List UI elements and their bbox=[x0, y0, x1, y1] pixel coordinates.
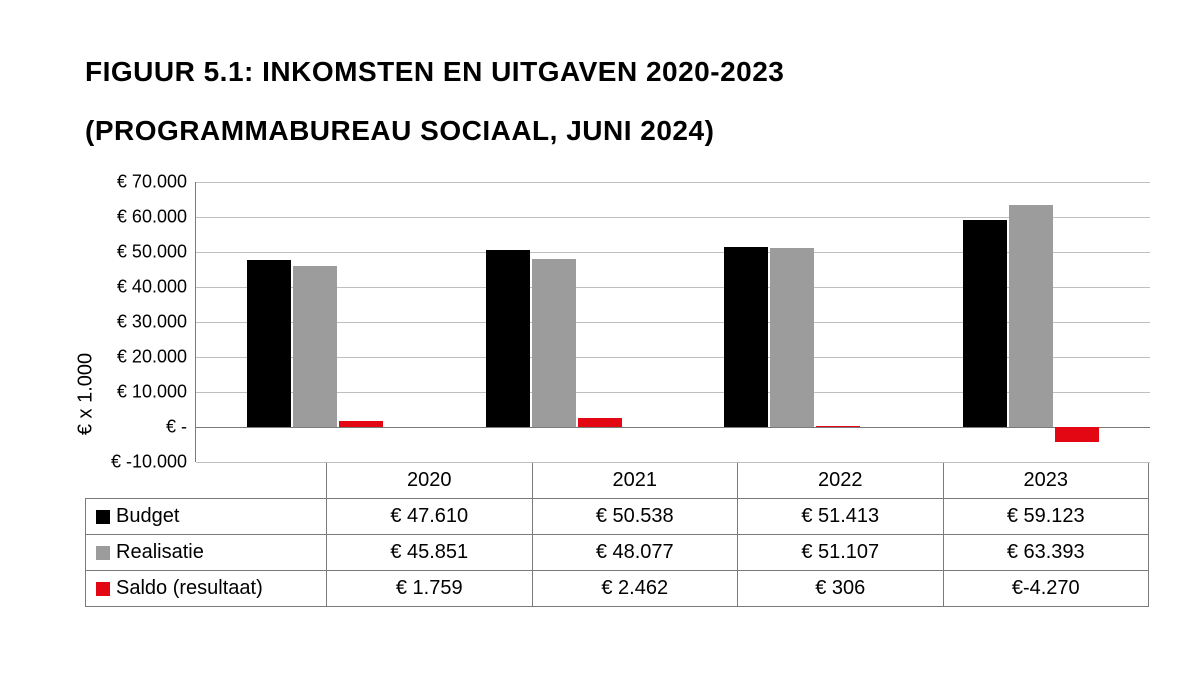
y-tick-label: € 70.000 bbox=[117, 171, 187, 192]
table-cell: € 45.851 bbox=[327, 534, 533, 570]
zero-baseline bbox=[196, 427, 1150, 429]
table-year-header: 2023 bbox=[943, 462, 1149, 498]
y-tick-label: € - bbox=[166, 416, 187, 437]
bar-realisatie bbox=[1009, 205, 1053, 427]
gridline bbox=[196, 462, 1150, 463]
bar-budget bbox=[486, 250, 530, 427]
bar-realisatie bbox=[532, 259, 576, 427]
bar-saldo-resultaat- bbox=[339, 421, 383, 427]
y-tick-label: € 50.000 bbox=[117, 241, 187, 262]
bar-saldo-resultaat- bbox=[578, 418, 622, 427]
data-table: 2020202120222023Budget€ 47.610€ 50.538€ … bbox=[85, 462, 1149, 607]
legend-swatch bbox=[96, 510, 110, 524]
legend-swatch bbox=[96, 582, 110, 596]
y-tick-label: € 20.000 bbox=[117, 346, 187, 367]
bar-saldo-resultaat- bbox=[816, 426, 860, 427]
bar-realisatie bbox=[293, 266, 337, 426]
bar-budget bbox=[247, 260, 291, 427]
bar-budget bbox=[963, 220, 1007, 427]
gridline bbox=[196, 287, 1150, 288]
y-tick-label: € 60.000 bbox=[117, 206, 187, 227]
table-series-label: Budget bbox=[86, 498, 327, 534]
gridline bbox=[196, 322, 1150, 323]
table-holder: 2020202120222023Budget€ 47.610€ 50.538€ … bbox=[85, 462, 1150, 607]
table-year-header: 2022 bbox=[738, 462, 944, 498]
table-cell: € 51.413 bbox=[738, 498, 944, 534]
y-tick-label: € 30.000 bbox=[117, 311, 187, 332]
y-tick-label: € 40.000 bbox=[117, 276, 187, 297]
table-cell: € 47.610 bbox=[327, 498, 533, 534]
legend-label: Realisatie bbox=[116, 541, 204, 563]
bar-realisatie bbox=[770, 248, 814, 427]
data-table-row: 2020202120222023Budget€ 47.610€ 50.538€ … bbox=[85, 462, 1150, 607]
table-cell: € 50.538 bbox=[532, 498, 738, 534]
y-tick-label: € 10.000 bbox=[117, 381, 187, 402]
bar-budget bbox=[724, 247, 768, 427]
table-cell: € 59.123 bbox=[943, 498, 1149, 534]
table-series-label: Realisatie bbox=[86, 534, 327, 570]
plot-region bbox=[195, 182, 1150, 462]
table-cell: € 48.077 bbox=[532, 534, 738, 570]
legend-label: Budget bbox=[116, 505, 179, 527]
y-tick-label: € -10.000 bbox=[111, 451, 187, 472]
table-cell: € 2.462 bbox=[532, 570, 738, 606]
table-year-header: 2021 bbox=[532, 462, 738, 498]
gridline bbox=[196, 252, 1150, 253]
chart-area: € x 1.000 € -10.000€ -€ 10.000€ 20.000€ … bbox=[85, 182, 1150, 607]
table-cell: €-4.270 bbox=[943, 570, 1149, 606]
table-cell: € 63.393 bbox=[943, 534, 1149, 570]
legend-swatch bbox=[96, 546, 110, 560]
gridline bbox=[196, 217, 1150, 218]
table-series-label: Saldo (resultaat) bbox=[86, 570, 327, 606]
table-year-header: 2020 bbox=[327, 462, 533, 498]
table-cell: € 51.107 bbox=[738, 534, 944, 570]
plot-row: € -10.000€ -€ 10.000€ 20.000€ 30.000€ 40… bbox=[85, 182, 1150, 462]
table-cell: € 1.759 bbox=[327, 570, 533, 606]
table-cell: € 306 bbox=[738, 570, 944, 606]
gridline bbox=[196, 357, 1150, 358]
chart-title-line2: (PROGRAMMABUREAU SOCIAAL, JUNI 2024) bbox=[85, 115, 1170, 147]
gridline bbox=[196, 182, 1150, 183]
chart-title-line1: FIGUUR 5.1: INKOMSTEN EN UITGAVEN 2020-2… bbox=[85, 50, 1170, 95]
page: FIGUUR 5.1: INKOMSTEN EN UITGAVEN 2020-2… bbox=[0, 0, 1200, 675]
legend-label: Saldo (resultaat) bbox=[116, 577, 263, 599]
y-tick-column: € -10.000€ -€ 10.000€ 20.000€ 30.000€ 40… bbox=[85, 182, 195, 462]
gridline bbox=[196, 392, 1150, 393]
bar-saldo-resultaat- bbox=[1055, 427, 1099, 442]
